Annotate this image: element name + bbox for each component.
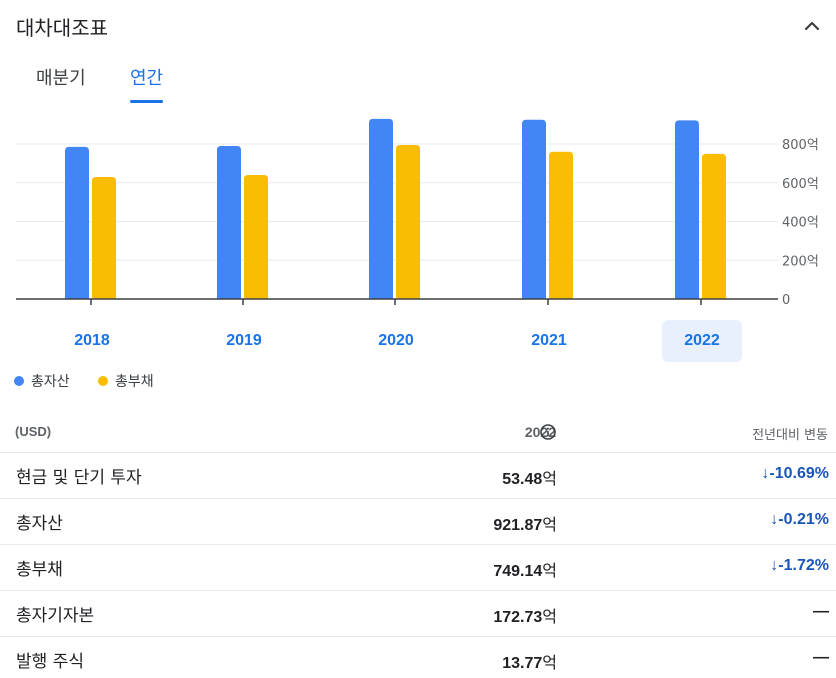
bar-total-assets-2018[interactable] [65,146,89,299]
bar-total-liabilities-2022[interactable] [702,153,726,299]
value-number: 921.87 [493,517,543,534]
row-label: 현금 및 단기 투자 [16,468,142,488]
change-column-header: 전년대비 변동 [752,428,828,443]
y-tick-label: 200억 [782,254,819,269]
bar-total-assets-2020[interactable] [369,118,393,299]
row-change: ↓-10.69% [761,465,829,482]
bar-total-liabilities-2018[interactable] [92,176,116,299]
bar-total-assets-2021[interactable] [522,119,546,299]
info-icon[interactable] [539,423,557,441]
value-unit: 억 [542,653,557,672]
legend-label-assets: 총자산 [31,374,70,390]
row-label: 총부채 [16,560,63,580]
year-button-2018[interactable]: 2018 [74,332,110,349]
legend-label-liabilities: 총부채 [115,374,154,390]
bar-total-assets-2022[interactable] [675,120,699,299]
bar-total-liabilities-2019[interactable] [244,175,268,299]
row-change: — [813,649,829,666]
balance-sheet-table: (USD) 2022 전년대비 변동 현금 및 단기 투자 53.48억 ↓-10.… [0,414,836,678]
y-tick-label: 400억 [782,216,819,231]
row-value: 53.48억 [502,465,557,489]
value-number: 749.14 [493,563,543,580]
value-unit: 억 [542,515,557,534]
value-number: 172.73 [493,609,543,626]
table-body: 현금 및 단기 투자 53.48억 ↓-10.69% 총자산 921.87억 ↓-0.21… [0,452,836,678]
value-unit: 억 [542,607,557,626]
bar-total-liabilities-2020[interactable] [396,144,420,299]
legend-item-liabilities: 총부채 [98,371,154,391]
legend-dot-liabilities [98,376,108,386]
value-number: 13.77 [502,655,543,672]
bar-total-assets-2019[interactable] [217,145,241,299]
year-button-2021[interactable]: 2021 [531,332,567,349]
legend-item-assets: 총자산 [14,371,70,391]
tab-annual[interactable]: 연간 [130,64,164,103]
section-title: 대차대조표 [16,16,108,40]
row-value: 172.73억 [493,603,557,627]
table-header: (USD) 2022 전년대비 변동 [0,414,836,452]
bar-total-liabilities-2021[interactable] [549,151,573,299]
row-change: ↓-1.72% [770,557,829,574]
section-header: 대차대조표 [16,10,824,42]
year-button-2019[interactable]: 2019 [226,332,262,349]
y-tick-label: 800억 [782,138,819,153]
row-value: 13.77억 [502,649,557,673]
legend-dot-assets [14,376,24,386]
tab-quarterly[interactable]: 매분기 [36,68,86,89]
value-unit: 억 [542,469,557,488]
chevron-up-icon[interactable] [800,14,824,38]
y-tick-label: 600억 [782,177,819,192]
row-value: 921.87억 [493,511,557,535]
y-tick-label: 0 [782,293,790,308]
row-label: 총자기자본 [16,606,95,626]
year-button-2020[interactable]: 2020 [378,332,414,349]
row-value: 749.14억 [493,557,557,581]
currency-label: (USD) [15,424,52,439]
row-label: 발행 주식 [16,652,84,672]
balance-sheet-chart: 0 200억 400억 600억 800억 [16,118,819,308]
year-button-2022[interactable]: 2022 [662,320,742,362]
row-change: — [813,603,829,620]
table-row: 총자기자본 172.73억 — [0,590,836,636]
row-change: ↓-0.21% [770,511,829,528]
value-unit: 억 [542,561,557,580]
table-row: 총부채 749.14억 ↓-1.72% [0,544,836,590]
row-label: 총자산 [16,514,63,534]
table-row: 발행 주식 13.77억 — [0,636,836,678]
table-row: 현금 및 단기 투자 53.48억 ↓-10.69% [0,452,836,498]
table-row: 총자산 921.87억 ↓-0.21% [0,498,836,544]
value-number: 53.48 [502,471,543,488]
